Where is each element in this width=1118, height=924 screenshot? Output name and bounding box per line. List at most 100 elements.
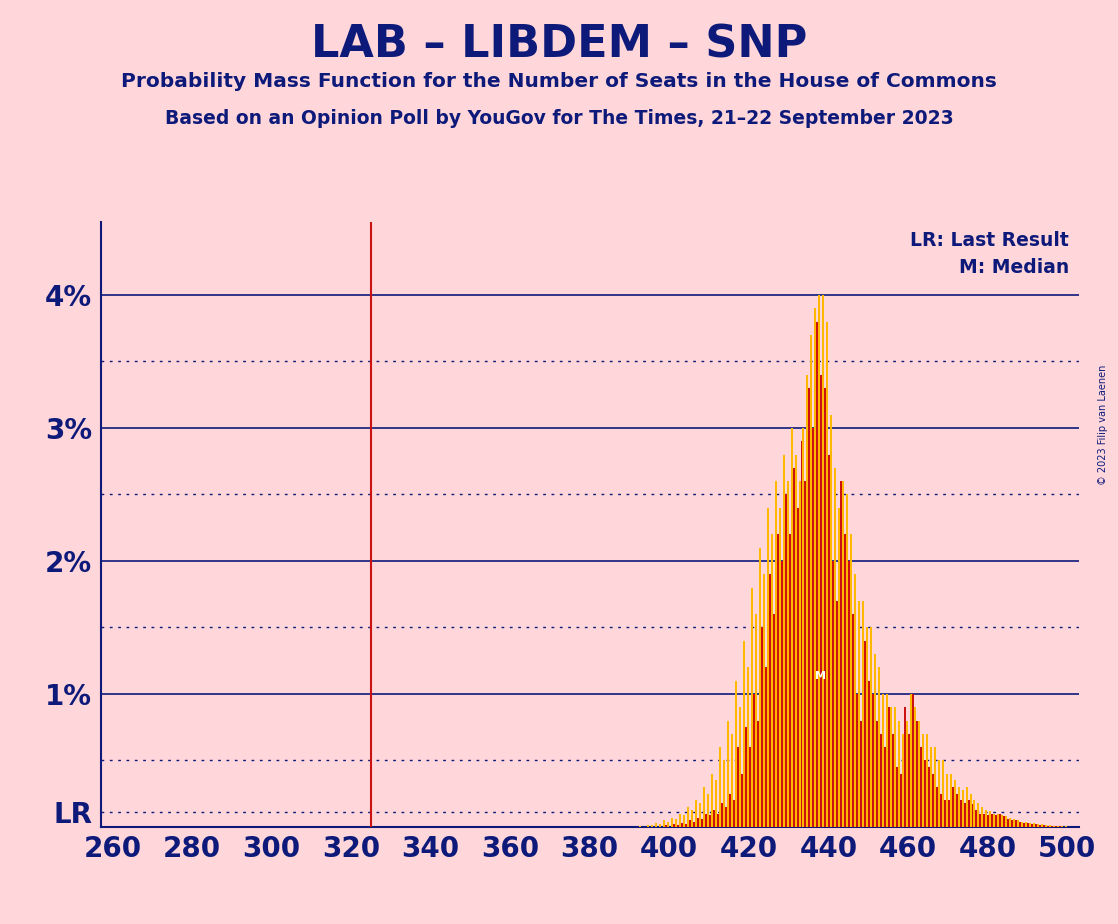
Bar (691, 809, 693, 827)
Bar (785, 494, 787, 827)
Bar (842, 481, 844, 827)
Bar (665, 825, 667, 827)
Bar (974, 800, 976, 827)
Bar (938, 760, 940, 827)
Bar (1002, 815, 1003, 827)
Bar (813, 428, 814, 827)
Bar (944, 800, 946, 827)
Bar (926, 734, 928, 827)
Bar (675, 819, 678, 827)
Bar (878, 667, 880, 827)
Bar (874, 654, 877, 827)
Bar (982, 807, 984, 827)
Bar (941, 760, 944, 827)
Bar (1010, 818, 1012, 827)
Bar (931, 773, 934, 827)
Bar (749, 748, 751, 827)
Bar (836, 601, 838, 827)
Bar (793, 468, 795, 827)
Text: © 2023 Filip van Laenen: © 2023 Filip van Laenen (1099, 365, 1108, 485)
Bar (742, 640, 745, 827)
Bar (854, 574, 856, 827)
Bar (989, 811, 992, 827)
Bar (1035, 824, 1038, 827)
Bar (770, 534, 773, 827)
Bar (773, 614, 775, 827)
Bar (727, 721, 729, 827)
Bar (969, 794, 972, 827)
Bar (707, 794, 709, 827)
Bar (760, 627, 762, 827)
Bar (680, 814, 681, 827)
Bar (800, 442, 803, 827)
Text: M: M (815, 671, 826, 681)
Bar (850, 534, 852, 827)
Bar (755, 614, 757, 827)
Bar (862, 601, 864, 827)
Bar (964, 803, 966, 827)
Bar (685, 824, 688, 827)
Bar (795, 455, 796, 827)
Bar (816, 322, 818, 827)
Bar (946, 773, 948, 827)
Bar (920, 748, 922, 827)
Bar (759, 548, 760, 827)
Bar (796, 508, 798, 827)
Bar (1012, 821, 1013, 827)
Bar (741, 773, 742, 827)
Bar (997, 814, 999, 827)
Bar (757, 721, 759, 827)
Bar (868, 681, 870, 827)
Bar (870, 627, 872, 827)
Bar (846, 494, 849, 827)
Bar (930, 748, 931, 827)
Bar (688, 807, 689, 827)
Bar (985, 809, 987, 827)
Bar (693, 821, 695, 827)
Bar (1023, 823, 1025, 827)
Bar (885, 694, 888, 827)
Bar (1027, 823, 1030, 827)
Bar (818, 295, 821, 827)
Bar (762, 574, 765, 827)
Bar (1053, 826, 1055, 827)
Bar (966, 787, 967, 827)
Bar (832, 561, 834, 827)
Bar (923, 760, 926, 827)
Bar (1031, 824, 1033, 827)
Bar (834, 468, 836, 827)
Bar (1051, 826, 1053, 827)
Bar (716, 781, 717, 827)
Bar (752, 694, 755, 827)
Bar (826, 322, 828, 827)
Bar (972, 805, 974, 827)
Bar (787, 481, 788, 827)
Bar (775, 481, 777, 827)
Bar (954, 781, 956, 827)
Bar (733, 800, 735, 827)
Bar (916, 721, 918, 827)
Bar (902, 734, 903, 827)
Bar (806, 375, 808, 827)
Bar (977, 803, 979, 827)
Bar (890, 707, 892, 827)
Bar (831, 415, 832, 827)
Bar (844, 534, 846, 827)
Bar (1025, 821, 1027, 827)
Bar (880, 734, 882, 827)
Text: Based on an Opinion Poll by YouGov for The Times, 21–22 September 2023: Based on an Opinion Poll by YouGov for T… (164, 109, 954, 128)
Bar (747, 667, 749, 827)
Bar (721, 803, 723, 827)
Bar (877, 721, 878, 827)
Bar (903, 707, 906, 827)
Bar (906, 721, 908, 827)
Bar (701, 819, 703, 827)
Bar (910, 694, 912, 827)
Bar (860, 721, 862, 827)
Bar (1045, 825, 1048, 827)
Bar (824, 388, 826, 827)
Bar (1007, 819, 1010, 827)
Bar (769, 574, 770, 827)
Bar (639, 826, 642, 827)
Bar (673, 824, 675, 827)
